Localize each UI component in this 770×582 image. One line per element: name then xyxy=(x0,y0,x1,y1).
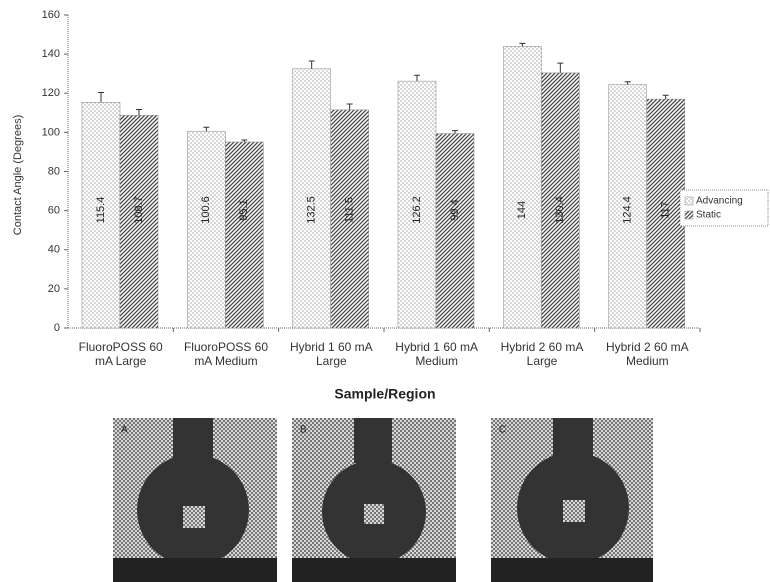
error-bar xyxy=(625,82,631,85)
x-tick-label: FluoroPOSS 60 mA Medium xyxy=(174,340,278,368)
error-bar xyxy=(98,92,104,102)
x-tick-label: Hybrid 1 60 mA Medium xyxy=(385,340,489,368)
value-label: 124.4 xyxy=(622,196,634,224)
value-label: 108.7 xyxy=(133,196,145,224)
x-tick-label: FluoroPOSS 60 mA Large xyxy=(69,340,173,368)
value-label: 99.4 xyxy=(449,199,461,220)
value-label: 95.1 xyxy=(238,199,250,220)
photo: B xyxy=(292,418,456,582)
legend-label: Static xyxy=(696,210,721,221)
x-axis-label: Sample/Region xyxy=(334,386,435,402)
bar xyxy=(187,131,225,328)
photo-label: B xyxy=(300,425,307,436)
legend-swatch xyxy=(685,211,693,219)
error-bar xyxy=(557,63,563,73)
photo-label: A xyxy=(121,425,128,436)
x-tick-label: Hybrid 2 60 mA Large xyxy=(490,340,594,368)
y-axis-label: Contact Angle (Degrees) xyxy=(12,115,24,235)
error-bar xyxy=(347,104,353,110)
chart: Contact Angle (Degrees) Sample/Region A … xyxy=(0,0,770,582)
photo-label: C xyxy=(499,425,506,436)
value-label: 111.5 xyxy=(344,197,356,223)
page: Contact Angle (Degrees) Sample/Region A … xyxy=(0,0,770,582)
y-tick-label: 140 xyxy=(42,48,60,60)
value-label: 130.4 xyxy=(554,196,566,224)
y-tick-label: 0 xyxy=(54,322,60,334)
bar xyxy=(225,142,263,328)
error-bar xyxy=(136,109,142,115)
value-label: 132.5 xyxy=(306,196,318,224)
error-bar xyxy=(519,43,525,46)
y-tick-label: 100 xyxy=(42,126,60,138)
photo: A xyxy=(113,418,277,582)
y-tick-label: 40 xyxy=(48,244,60,256)
error-bar xyxy=(241,140,247,142)
y-tick-label: 80 xyxy=(48,165,60,177)
error-bar xyxy=(452,131,458,134)
y-tick-label: 160 xyxy=(42,9,60,21)
value-label: 117 xyxy=(660,201,672,219)
error-bar xyxy=(309,61,315,69)
legend-swatch xyxy=(685,197,693,205)
photos: A B C xyxy=(113,418,653,582)
value-label: 115.4 xyxy=(95,197,107,224)
bar xyxy=(503,46,541,328)
error-bar xyxy=(663,95,669,99)
y-tick-label: 120 xyxy=(42,87,60,99)
y-tick-label: 20 xyxy=(48,283,60,295)
value-label: 144 xyxy=(516,201,528,219)
error-bar xyxy=(414,75,420,81)
bar xyxy=(436,134,474,328)
y-tick-label: 60 xyxy=(48,205,60,217)
value-label: 126.2 xyxy=(411,196,423,224)
value-label: 100.6 xyxy=(200,196,212,224)
legend-label: Advancing xyxy=(696,196,743,207)
x-tick-label: Hybrid 2 60 mA Medium xyxy=(595,340,699,368)
error-bar xyxy=(203,127,209,131)
x-tick-label: Hybrid 1 60 mA Large xyxy=(279,340,383,368)
photo: C xyxy=(491,418,653,582)
